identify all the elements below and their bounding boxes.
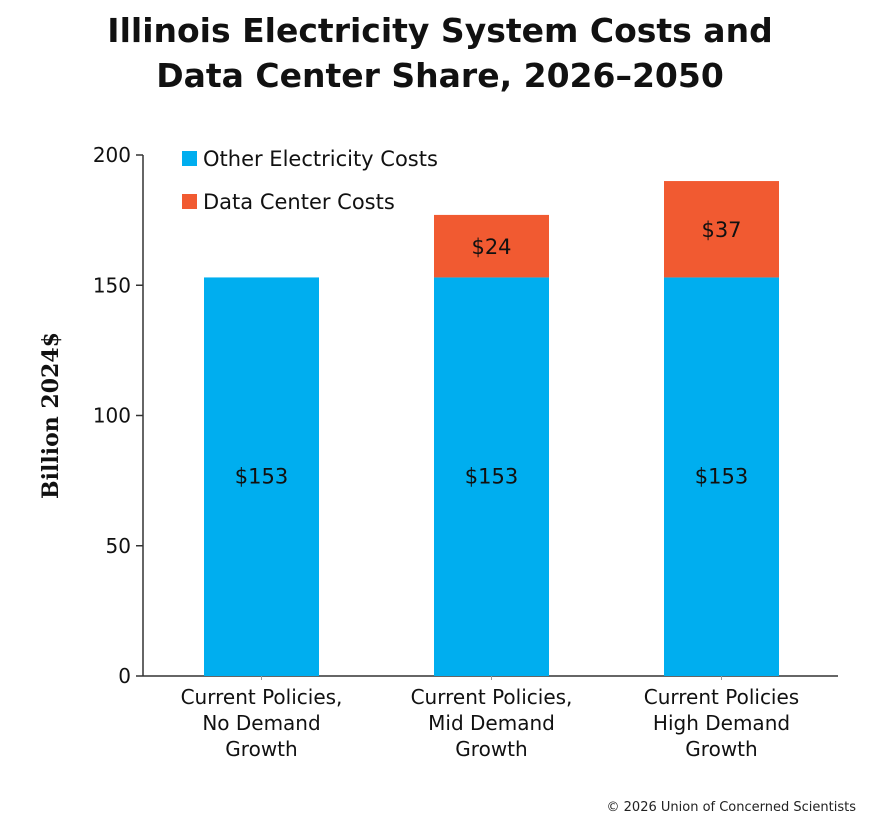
data-label: $153 <box>695 464 748 488</box>
chart-title: Illinois Electricity System Costs and Da… <box>0 8 880 98</box>
x-tick-label: No Demand <box>202 711 320 735</box>
bar-segment <box>204 277 319 676</box>
y-tick-label: 150 <box>93 273 131 297</box>
bar-segment <box>664 181 779 278</box>
bar-segment <box>434 214 549 278</box>
legend-label: Data Center Costs <box>203 190 395 214</box>
x-tick-label: Growth <box>685 737 757 761</box>
x-tick-label: Growth <box>455 737 527 761</box>
data-label: $24 <box>471 235 511 259</box>
bar-segment <box>664 277 779 676</box>
chart-title-line: Data Center Share, 2026–2050 <box>156 56 724 95</box>
data-label: $153 <box>235 464 288 488</box>
data-label: $153 <box>465 464 518 488</box>
x-tick-label: High Demand <box>653 711 790 735</box>
x-tick-label: Current Policies, <box>411 685 573 709</box>
y-tick-label: 200 <box>93 143 131 167</box>
y-tick-label: 50 <box>106 534 131 558</box>
bar-segment <box>434 277 549 676</box>
y-tick-label: 100 <box>93 404 131 428</box>
data-label: $37 <box>701 218 741 242</box>
x-tick-label: Current Policies, <box>181 685 343 709</box>
chart-title-line: Illinois Electricity System Costs and <box>107 11 773 50</box>
legend-swatch <box>182 194 197 209</box>
x-tick-label: Growth <box>225 737 297 761</box>
copyright-credit: © 2026 Union of Concerned Scientists <box>606 800 856 815</box>
x-tick-label: Current Policies <box>644 685 799 709</box>
x-tick-label: Mid Demand <box>428 711 555 735</box>
legend-label: Other Electricity Costs <box>203 147 438 171</box>
legend-swatch <box>182 151 197 166</box>
y-axis-label: Billion 2024$ <box>38 332 64 499</box>
y-tick-label: 0 <box>118 664 131 688</box>
